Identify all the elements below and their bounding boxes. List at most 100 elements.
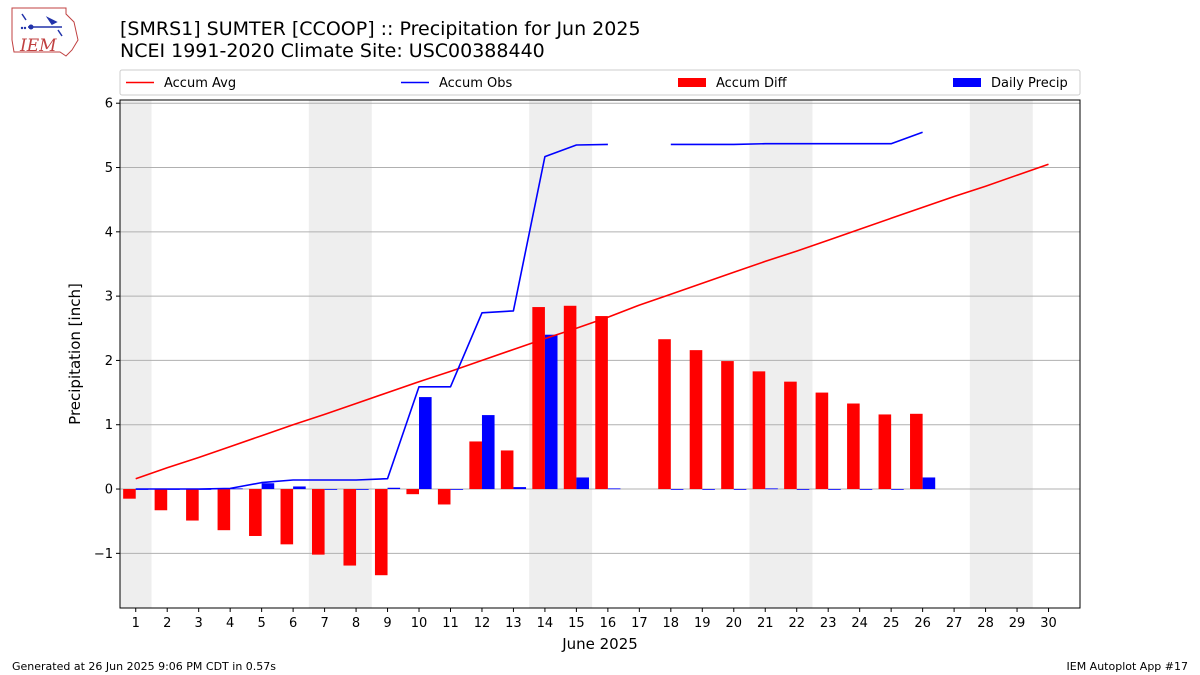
accum-diff-bar xyxy=(154,489,168,511)
x-tick-label: 25 xyxy=(883,616,900,631)
accum-diff-bar xyxy=(500,450,514,490)
x-tick-label: 4 xyxy=(226,616,234,631)
x-tick-label: 26 xyxy=(914,616,931,631)
daily-precip-bar xyxy=(796,489,810,490)
accum-obs-line xyxy=(135,131,923,490)
daily-precip-bar xyxy=(922,477,936,490)
accum-diff-bar xyxy=(878,414,892,490)
accum-diff-bar xyxy=(532,307,545,490)
accum-diff-bar xyxy=(249,489,262,536)
legend-label: Accum Obs xyxy=(439,76,512,91)
daily-precip-bar xyxy=(481,415,495,490)
x-tick-label: 10 xyxy=(411,616,428,631)
daily-precip-bar xyxy=(576,477,589,490)
accum-diff-bar xyxy=(374,489,388,576)
accum-diff-bar xyxy=(815,392,829,490)
daily-precip-bar xyxy=(702,489,715,490)
daily-precip-bar xyxy=(607,488,621,490)
accum-diff-bar xyxy=(469,441,482,490)
x-tick-label: 22 xyxy=(788,616,805,631)
daily-precip-bar xyxy=(765,488,778,490)
accum-diff-bar xyxy=(186,489,199,521)
daily-precip-bar xyxy=(356,489,369,490)
footer-app: IEM Autoplot App #17 xyxy=(1067,660,1189,673)
accum-diff-bar xyxy=(658,339,671,490)
x-tick-label: 20 xyxy=(725,616,742,631)
x-tick-label: 27 xyxy=(946,616,963,631)
plot-area xyxy=(119,99,1081,609)
weekend-band-4 xyxy=(749,100,813,608)
x-tick-label: 16 xyxy=(600,616,617,631)
accum-diff-bar xyxy=(343,489,357,566)
y-tick-label: 6 xyxy=(105,97,113,112)
x-tick-label: 13 xyxy=(505,616,522,631)
legend: Accum Avg Accum Obs Accum Diff Daily Precip xyxy=(119,69,1081,96)
x-tick-label: 14 xyxy=(537,616,554,631)
x-axis: 1 2 3 4 5 6 7 8 9 10 11 12 13 14 15 16 17 18 19 20 21 22 23 24 2… xyxy=(132,608,1057,631)
x-axis-label: June 2025 xyxy=(561,635,638,653)
daily-precip-bar xyxy=(387,487,401,490)
daily-precip-bar xyxy=(733,489,747,490)
legend-label: Daily Precip xyxy=(991,76,1068,91)
x-tick-label: 6 xyxy=(289,616,297,631)
footer-generated: Generated at 26 Jun 2025 9:06 PM CDT in … xyxy=(12,660,276,673)
x-tick-label: 7 xyxy=(320,616,328,631)
y-tick-label: 3 xyxy=(105,290,113,305)
x-tick-label: 24 xyxy=(851,616,868,631)
accum-diff-bar xyxy=(280,489,294,545)
daily-precip-bar xyxy=(324,489,338,490)
daily-precip-bar xyxy=(859,489,873,490)
y-tick-label: 4 xyxy=(105,225,113,240)
daily-precip-bars xyxy=(135,334,936,490)
accum-diff-bar xyxy=(595,316,608,490)
accum-diff-bar xyxy=(437,489,451,505)
x-tick-label: 1 xyxy=(132,616,140,631)
chart-title: [SMRS1] SUMTER [CCOOP] :: Precipitation … xyxy=(120,18,641,40)
x-tick-label: 28 xyxy=(977,616,994,631)
legend-label: Accum Avg xyxy=(164,76,236,91)
iem-logo: IEM xyxy=(11,7,79,57)
x-tick-label: 15 xyxy=(568,616,585,631)
y-tick-label: 1 xyxy=(105,418,113,433)
accum-diff-bar xyxy=(406,489,420,495)
x-tick-label: 3 xyxy=(195,616,203,631)
accum-diff-bar xyxy=(563,305,577,490)
accum-diff-bar xyxy=(910,413,923,490)
accum-avg-line xyxy=(135,163,1049,480)
x-tick-label: 17 xyxy=(631,616,648,631)
plot-frame xyxy=(119,99,1081,609)
daily-precip-bar xyxy=(419,397,432,490)
y-axis: −1 0 1 2 3 4 5 6 xyxy=(94,97,120,562)
accum-diff-bar xyxy=(217,489,231,531)
weekend-band-5 xyxy=(969,100,1033,608)
accum-diff-bar xyxy=(784,381,797,490)
x-tick-label: 23 xyxy=(820,616,837,631)
x-tick-label: 8 xyxy=(352,616,360,631)
accum-diff-bar xyxy=(721,361,734,490)
x-tick-label: 30 xyxy=(1040,616,1057,631)
accum-lines xyxy=(135,131,1049,490)
daily-precip-bar xyxy=(544,334,558,490)
x-tick-label: 5 xyxy=(257,616,265,631)
y-tick-label: −1 xyxy=(94,547,113,562)
accum-diff-bar xyxy=(123,489,136,499)
daily-precip-bar xyxy=(261,483,275,490)
accum-diff-bar xyxy=(752,371,766,490)
daily-precip-bar xyxy=(293,486,306,490)
y-tick-label: 5 xyxy=(105,161,113,176)
x-tick-label: 2 xyxy=(163,616,171,631)
daily-precip-bar xyxy=(670,489,684,490)
legend-label: Accum Diff xyxy=(716,76,788,91)
x-tick-label: 12 xyxy=(474,616,491,631)
accum-diff-bar xyxy=(847,403,860,490)
weekend-band-1 xyxy=(120,100,152,608)
daily-precip-bar xyxy=(891,489,904,490)
y-axis-label: Precipitation [inch] xyxy=(66,283,84,425)
daily-precip-bar xyxy=(513,487,527,490)
legend-swatch-bar xyxy=(953,78,981,87)
accum-diff-bar xyxy=(689,350,703,490)
accum-diff-bar xyxy=(312,489,325,555)
legend-swatch-bar xyxy=(678,78,706,87)
x-tick-label: 11 xyxy=(442,616,459,631)
